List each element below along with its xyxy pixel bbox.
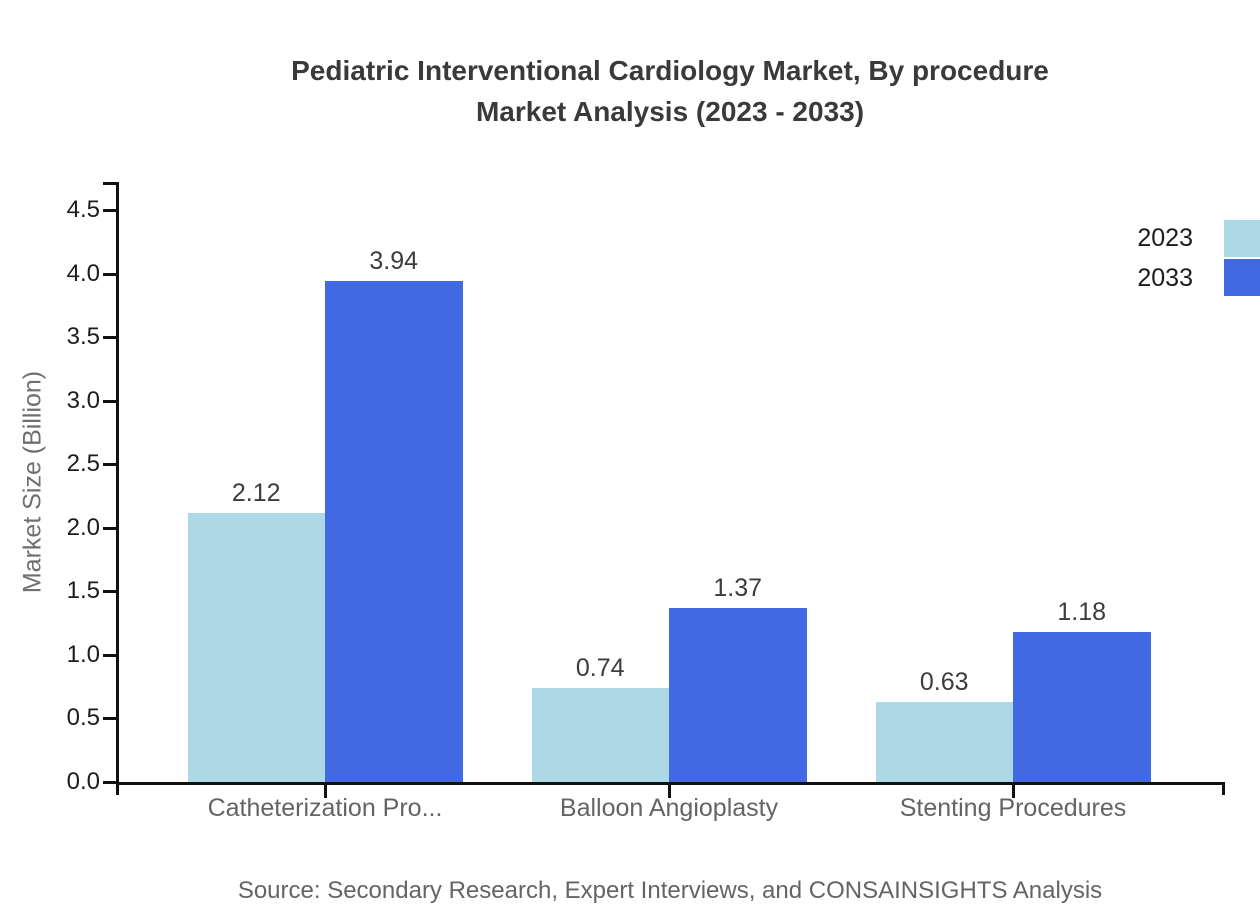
- x-category-label: Balloon Angioplasty: [559, 794, 779, 822]
- chart-title-line2: Market Analysis (2023 - 2033): [475, 96, 865, 127]
- bar-value-label: 2.12: [231, 478, 281, 507]
- y-tick-label: 2.5: [66, 450, 100, 478]
- y-tick: [103, 336, 116, 340]
- x-axis-spine: [116, 782, 1225, 785]
- chart-title: Pediatric Interventional Cardiology Mark…: [80, 50, 1260, 132]
- bar-value-label: 1.18: [1057, 598, 1107, 627]
- x-category-label: Catheterization Pro...: [207, 794, 443, 822]
- y-tick: [103, 717, 116, 721]
- x-category-label: Stenting Procedures: [899, 794, 1127, 822]
- y-tick: [103, 463, 116, 467]
- source-note: Source: Secondary Research, Expert Inter…: [237, 877, 1103, 904]
- y-tick-label: 1.5: [66, 577, 100, 605]
- y-tick-label: 4.0: [66, 259, 100, 287]
- y-axis-top-cap: [103, 182, 116, 185]
- y-tick: [103, 526, 116, 530]
- bar-value-label: 1.37: [713, 573, 763, 602]
- bar-value-label: 0.63: [919, 667, 969, 696]
- x-tick: [667, 785, 671, 798]
- bar-2033: [325, 281, 463, 782]
- bar-2033: [1013, 632, 1151, 782]
- x-tick: [1011, 785, 1015, 798]
- legend-label: 2023: [1137, 224, 1193, 252]
- legend-label: 2033: [1137, 264, 1193, 292]
- y-tick: [103, 653, 116, 657]
- y-tick-label: 3.5: [66, 323, 100, 351]
- x-tick: [323, 785, 327, 798]
- y-tick: [103, 781, 116, 784]
- y-tick-label: 2.0: [66, 513, 100, 541]
- bar-2023: [875, 701, 1013, 782]
- y-tick: [103, 590, 116, 594]
- legend-swatch-2023: [1224, 220, 1260, 257]
- bar-2023: [531, 687, 669, 782]
- x-axis-end-cap: [1222, 782, 1225, 795]
- y-tick-label: 1.0: [66, 640, 100, 668]
- y-tick-label: 4.5: [66, 196, 100, 224]
- y-axis-spine: [116, 182, 119, 795]
- y-tick: [103, 399, 116, 403]
- bar-2033: [669, 607, 807, 782]
- y-tick-label: 3.0: [66, 386, 100, 414]
- y-tick: [103, 272, 116, 276]
- bar-value-label: 0.74: [575, 653, 625, 682]
- bar-value-label: 3.94: [369, 247, 419, 276]
- y-tick-label: 0.0: [66, 768, 100, 795]
- y-tick-label: 0.5: [66, 704, 100, 732]
- legend-swatch-2033: [1224, 258, 1260, 296]
- chart-title-line1: Pediatric Interventional Cardiology Mark…: [291, 55, 1049, 86]
- bar-2023: [187, 512, 325, 782]
- y-tick: [103, 209, 116, 213]
